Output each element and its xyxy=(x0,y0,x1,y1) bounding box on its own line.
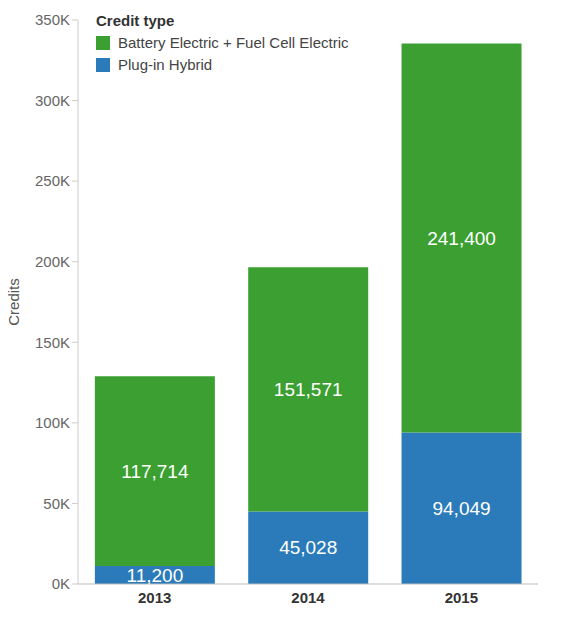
svg-text:200K: 200K xyxy=(35,253,70,270)
html-text:Battery Electric + Fuel Cell E: Battery Electric + Fuel Cell Electric xyxy=(118,34,349,51)
svg-text:11,200: 11,200 xyxy=(127,565,184,586)
svg-text:100K: 100K xyxy=(35,414,70,431)
svg-text:250K: 250K xyxy=(35,172,70,189)
svg-text:300K: 300K xyxy=(35,92,70,109)
svg-text:Credits: Credits xyxy=(8,278,22,326)
html-text:Credit type: Credit type xyxy=(96,12,175,29)
html-text:Plug-in Hybrid: Plug-in Hybrid xyxy=(118,56,213,73)
svg-text:0K: 0K xyxy=(52,575,70,592)
svg-text:2015: 2015 xyxy=(445,589,478,606)
svg-text:2013: 2013 xyxy=(138,589,171,606)
svg-text:117,714: 117,714 xyxy=(121,461,189,482)
svg-text:94,049: 94,049 xyxy=(432,498,490,519)
svg-text:151,571: 151,571 xyxy=(274,379,343,400)
svg-text:2014: 2014 xyxy=(291,589,325,606)
svg-text:150K: 150K xyxy=(35,334,70,351)
svg-text:241,400: 241,400 xyxy=(427,228,496,249)
svg-text:45,028: 45,028 xyxy=(279,537,337,558)
svg-text:50K: 50K xyxy=(43,495,70,512)
svg-text:350K: 350K xyxy=(35,11,70,28)
